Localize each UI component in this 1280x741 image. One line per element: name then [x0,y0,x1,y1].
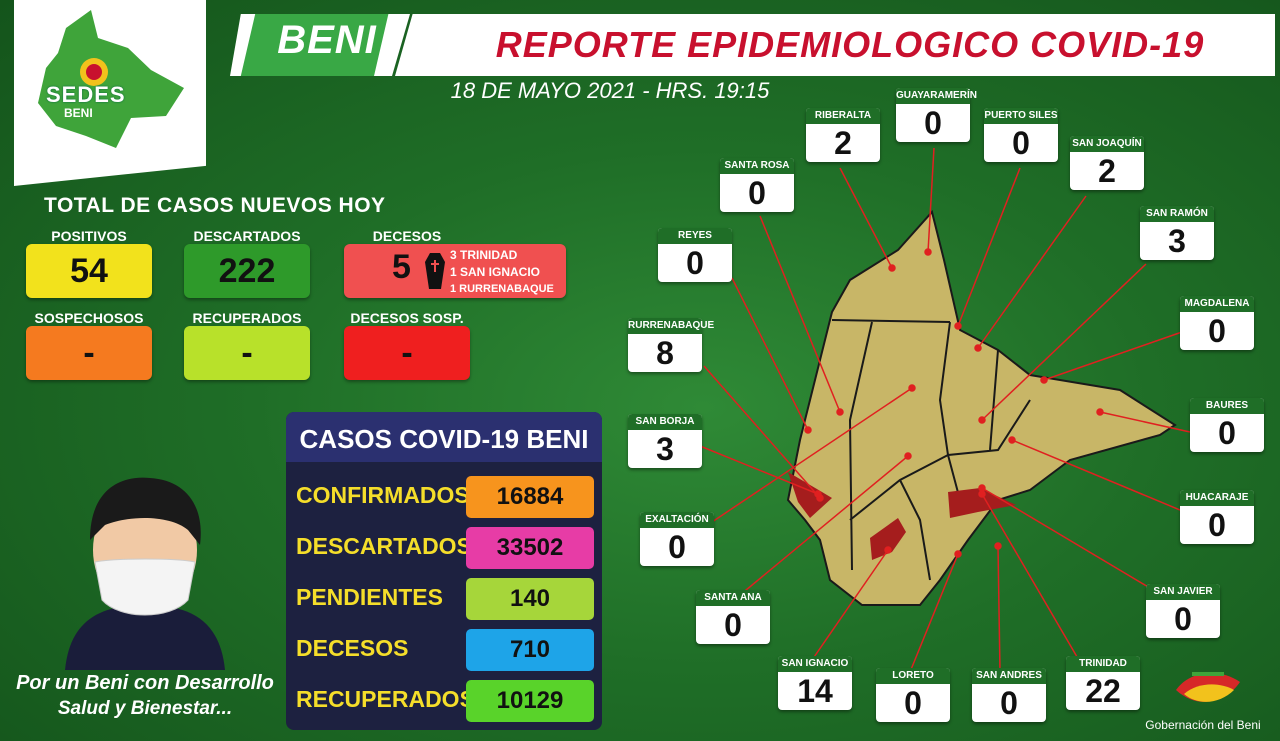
muni-rurrenabaque: RURRENABAQUE 8 [628,318,715,372]
case-label-pendientes: PENDIENTES [296,584,443,610]
decesos-detail-3: 1 RURRENABAQUE [450,283,554,295]
recuperados-label: RECUPERADOS [192,310,302,326]
masked-person-illustration [65,477,225,670]
coffin-icon [425,253,445,289]
muni-san-borja: SAN BORJA 3 [628,414,702,468]
case-label-decesos: DECESOS [296,635,409,661]
logo-subtext: BENI [64,106,93,120]
trinidad-highlight [948,488,1016,518]
muni-trinidad: TRINIDAD 22 [1066,656,1140,710]
muni-san-joaquin: SAN JOAQUÍN 2 [1070,136,1144,190]
decesos-label: DECESOS [372,228,442,244]
positivos-label: POSITIVOS [51,228,127,244]
case-label-confirmados: CONFIRMADOS [296,482,470,508]
muni-baures: BAURES 0 [1190,398,1264,452]
recuperados-value: - [184,326,310,380]
decesos-detail-2: 1 SAN IGNACIO [450,265,541,279]
case-value-descartados: 33502 [466,527,594,569]
descartados-value: 222 [184,244,310,298]
san-ignacio-highlight [870,518,906,560]
muni-puerto-siles: PUERTO SILES 0 [984,108,1058,162]
sospechosos-label: SOSPECHOSOS [34,310,144,326]
case-value-pendientes: 140 [466,578,594,620]
decesos-value: 5 [392,248,411,286]
case-value-confirmados: 16884 [466,476,594,518]
slogan-line-1: Por un Beni con Desarrollo [16,672,274,694]
muni-exaltacion: EXALTACIÓN 0 [640,512,714,566]
muni-santa-rosa: SANTA ROSA 0 [720,158,794,212]
beni-title: BENI [277,18,377,62]
muni-san-ramon: SAN RAMÓN 3 [1140,206,1214,260]
case-label-recuperados: RECUPERADOS [296,686,475,712]
logo-text: SEDES [46,82,126,107]
slogan-line-2: Salud y Bienestar... [57,698,233,719]
muni-riberalta: RIBERALTA 2 [806,108,880,162]
descartados-label: DESCARTADOS [193,228,301,244]
muni-san-javier: SAN JAVIER 0 [1146,584,1220,638]
muni-huacaraje: HUACARAJE 0 [1180,490,1254,544]
beni-banner [230,14,410,76]
positivos-value: 54 [26,244,152,298]
sedes-logo [38,10,184,148]
decesos-detail-1: 3 TRINIDAD [450,248,518,262]
report-title: REPORTE EPIDEMIOLOGICO COVID-19 [495,24,1205,65]
muni-san-andres: SAN ANDRES 0 [972,668,1046,722]
case-label-descartados: DESCARTADOS [296,533,472,559]
beni-map [699,147,1191,673]
muni-loreto: LORETO 0 [876,668,950,722]
totals-title: TOTAL DE CASOS NUEVOS HOY [44,194,386,217]
decesos-sosp-value: - [344,326,470,380]
cases-header [286,412,602,462]
beni-department-shape [786,209,1177,606]
muni-reyes: REYES 0 [658,228,732,282]
muni-san-ignacio: SAN IGNACIO 14 [778,656,852,710]
report-banner [395,14,1275,76]
sospechosos-value: - [26,326,152,380]
decesos-box [344,244,566,298]
case-value-decesos: 710 [466,629,594,671]
gobernacion-text: Gobernación del Beni [1145,718,1261,732]
report-date: 18 DE MAYO 2021 - HRS. 19:15 [450,78,770,103]
gobernacion-logo [1176,672,1240,702]
muni-guayaramerin: GUAYARAMERÍN 0 [896,88,977,142]
muni-magdalena: MAGDALENA 0 [1180,296,1254,350]
cases-panel [286,412,602,730]
rurrenabaque-highlight [788,472,832,518]
cases-title: CASOS COVID-19 BENI [299,424,589,454]
muni-santa-ana: SANTA ANA 0 [696,590,770,644]
case-value-recuperados: 10129 [466,680,594,722]
decesos-sosp-label: DECESOS SOSP. [350,310,464,326]
